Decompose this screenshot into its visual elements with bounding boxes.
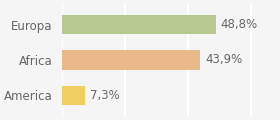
Text: 43,9%: 43,9%: [205, 54, 242, 66]
Bar: [62, 15, 216, 34]
Bar: [62, 86, 85, 105]
Text: 48,8%: 48,8%: [221, 18, 258, 31]
Bar: [62, 50, 200, 70]
Text: 7,3%: 7,3%: [90, 89, 120, 102]
